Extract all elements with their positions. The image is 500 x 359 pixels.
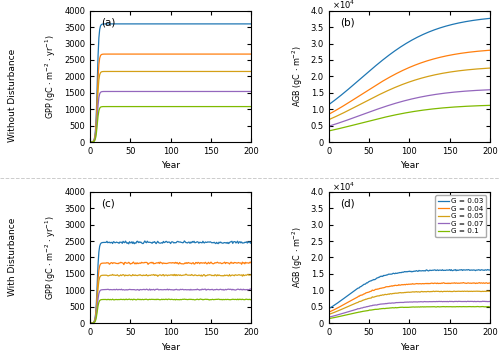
Y-axis label: GPP (gC $\cdot$ m$^{-2}$ $\cdot$ yr$^{-1}$): GPP (gC $\cdot$ m$^{-2}$ $\cdot$ yr$^{-1… xyxy=(44,34,59,119)
G = 0.04 xyxy=(460,280,466,285)
Text: (d): (d) xyxy=(340,199,354,209)
G = 0.03 xyxy=(340,297,346,301)
G = 0.1 xyxy=(474,304,480,309)
G = 0.04 xyxy=(474,281,480,285)
G = 0.03 xyxy=(326,307,332,311)
Text: Without Disturbance: Without Disturbance xyxy=(8,48,17,142)
Y-axis label: AGB (gC $\cdot$ m$^{-2}$): AGB (gC $\cdot$ m$^{-2}$) xyxy=(290,46,305,107)
G = 0.1 xyxy=(326,317,332,321)
Text: (c): (c) xyxy=(102,199,115,209)
Line: G = 0.1: G = 0.1 xyxy=(328,307,490,319)
G = 0.03 xyxy=(384,273,390,277)
G = 0.03 xyxy=(474,268,480,272)
G = 0.05 xyxy=(326,312,332,317)
G = 0.1 xyxy=(340,313,346,318)
Text: (b): (b) xyxy=(340,17,354,27)
G = 0.04 xyxy=(326,310,332,314)
Text: $\times10^4$: $\times10^4$ xyxy=(332,0,355,11)
X-axis label: Year: Year xyxy=(161,162,180,171)
Legend: G = 0.03, G = 0.04, G = 0.05, G = 0.07, G = 0.1: G = 0.03, G = 0.04, G = 0.05, G = 0.07, … xyxy=(435,196,486,237)
G = 0.05 xyxy=(340,307,346,311)
Text: With Disturbance: With Disturbance xyxy=(8,218,17,296)
Line: G = 0.05: G = 0.05 xyxy=(328,291,490,314)
X-axis label: Year: Year xyxy=(400,162,419,171)
G = 0.1 xyxy=(326,316,332,321)
G = 0.03 xyxy=(487,268,493,272)
G = 0.04 xyxy=(326,310,332,314)
G = 0.05 xyxy=(394,291,400,295)
G = 0.05 xyxy=(474,289,480,293)
G = 0.07 xyxy=(474,299,480,304)
Y-axis label: AGB (gC $\cdot$ m$^{-2}$): AGB (gC $\cdot$ m$^{-2}$) xyxy=(290,227,305,288)
G = 0.1 xyxy=(384,306,390,311)
G = 0.03 xyxy=(394,271,400,275)
G = 0.05 xyxy=(413,290,419,294)
G = 0.1 xyxy=(474,304,480,309)
Line: G = 0.03: G = 0.03 xyxy=(328,270,490,309)
G = 0.04 xyxy=(413,281,419,286)
G = 0.07 xyxy=(340,311,346,316)
G = 0.04 xyxy=(384,284,390,289)
G = 0.07 xyxy=(480,299,486,303)
G = 0.07 xyxy=(394,300,400,305)
G = 0.04 xyxy=(487,281,493,285)
G = 0.05 xyxy=(474,289,480,293)
G = 0.07 xyxy=(413,300,419,304)
Y-axis label: GPP (gC $\cdot$ m$^{-2}$ $\cdot$ yr$^{-1}$): GPP (gC $\cdot$ m$^{-2}$ $\cdot$ yr$^{-1… xyxy=(44,215,59,300)
Line: G = 0.07: G = 0.07 xyxy=(328,301,490,317)
X-axis label: Year: Year xyxy=(161,342,180,351)
G = 0.03 xyxy=(484,267,490,272)
G = 0.07 xyxy=(326,315,332,319)
G = 0.05 xyxy=(326,312,332,316)
G = 0.1 xyxy=(487,305,493,309)
Text: (a): (a) xyxy=(102,17,116,27)
G = 0.04 xyxy=(394,283,400,288)
X-axis label: Year: Year xyxy=(400,342,419,351)
G = 0.03 xyxy=(413,269,419,273)
G = 0.03 xyxy=(326,306,332,311)
G = 0.07 xyxy=(487,299,493,303)
G = 0.1 xyxy=(394,306,400,310)
G = 0.05 xyxy=(487,289,493,293)
Line: G = 0.04: G = 0.04 xyxy=(328,283,490,312)
G = 0.1 xyxy=(413,305,419,309)
G = 0.04 xyxy=(340,303,346,307)
G = 0.07 xyxy=(384,301,390,306)
G = 0.07 xyxy=(326,315,332,320)
G = 0.05 xyxy=(384,292,390,297)
Text: $\times10^4$: $\times10^4$ xyxy=(332,180,355,192)
